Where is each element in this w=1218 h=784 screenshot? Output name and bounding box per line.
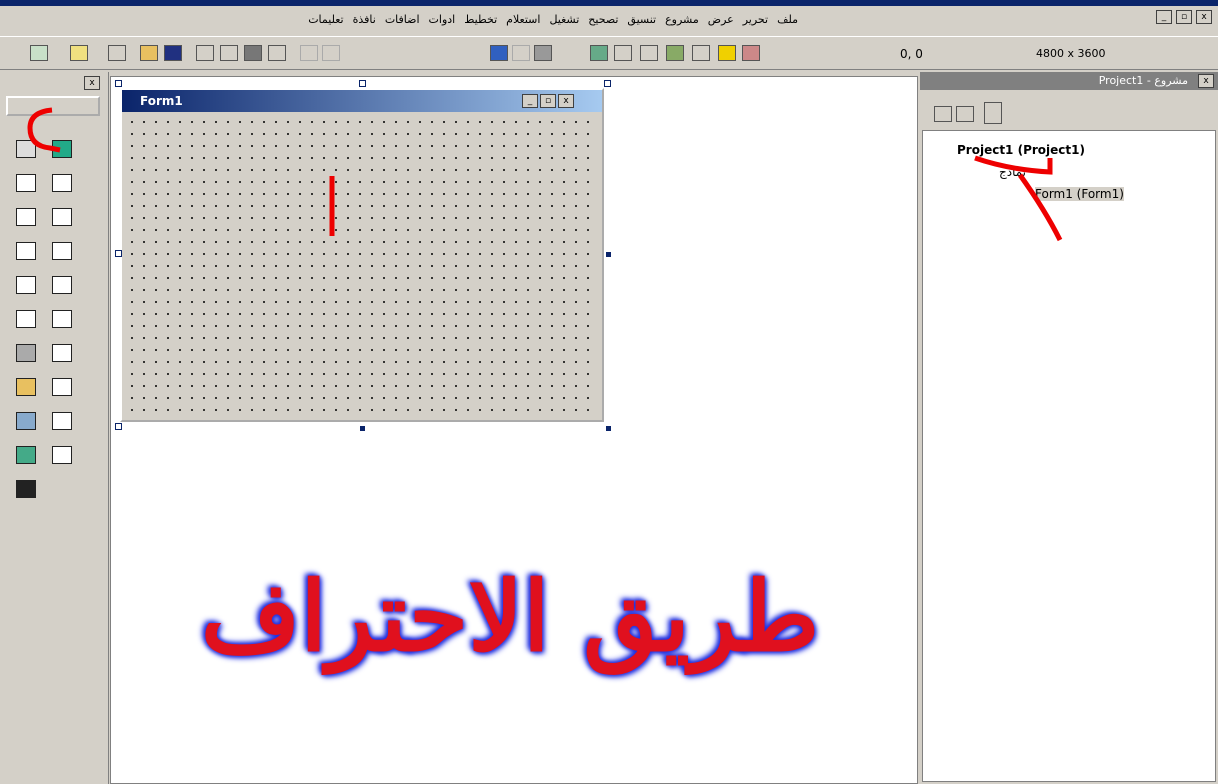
tool-button[interactable] xyxy=(16,310,36,328)
tool-button[interactable] xyxy=(16,446,36,464)
tool-button[interactable] xyxy=(52,276,72,294)
tool-button[interactable] xyxy=(16,344,36,362)
stop[interactable] xyxy=(534,45,552,61)
title-bar xyxy=(0,0,1218,6)
minimize-button[interactable]: _ xyxy=(1156,10,1172,24)
tree-node[interactable]: Project1 (Project1) xyxy=(957,143,1085,157)
handle[interactable] xyxy=(606,252,611,257)
tool-button[interactable] xyxy=(52,344,72,362)
form-layout[interactable] xyxy=(640,45,658,61)
menu-item[interactable]: ادوات xyxy=(428,12,456,26)
tool-button[interactable] xyxy=(52,412,72,430)
project-tree: Project1 (Project1) نماذج Form1 (Form1) xyxy=(922,130,1216,782)
tree-node[interactable]: نماذج xyxy=(999,165,1027,179)
menu-item[interactable]: اضافات xyxy=(384,12,420,26)
menu-item[interactable]: تشغيل xyxy=(549,12,580,26)
menu-item[interactable]: عرض xyxy=(707,12,734,26)
handle[interactable] xyxy=(115,423,122,430)
redo[interactable] xyxy=(322,45,340,61)
tool-button[interactable] xyxy=(16,174,36,192)
tool-button[interactable] xyxy=(16,412,36,430)
component-manager[interactable] xyxy=(742,45,760,61)
tree-node[interactable]: Form1 (Form1) xyxy=(1035,187,1124,201)
menu-editor[interactable] xyxy=(108,45,126,61)
tool-button[interactable] xyxy=(16,480,36,498)
tool-button[interactable] xyxy=(16,276,36,294)
project-close[interactable]: x xyxy=(1198,74,1214,88)
undo[interactable] xyxy=(300,45,318,61)
handle[interactable] xyxy=(604,80,611,87)
menu-item[interactable]: تنسيق xyxy=(627,12,657,26)
close-button[interactable]: x xyxy=(1196,10,1212,24)
general-tab[interactable] xyxy=(6,96,100,116)
menu-item[interactable]: تصحيح xyxy=(588,12,619,26)
cut[interactable] xyxy=(196,45,214,61)
tool-button[interactable] xyxy=(52,310,72,328)
tool-button[interactable] xyxy=(52,446,72,464)
open[interactable] xyxy=(140,45,158,61)
handle[interactable] xyxy=(115,250,122,257)
tool-button[interactable] xyxy=(52,242,72,260)
position-text: 0, 0 xyxy=(900,47,923,61)
form-grid xyxy=(126,116,598,416)
tool-button[interactable] xyxy=(52,140,72,158)
menu-bar: تعليمات نافذة اضافات ادوات تخطيط استعلام تشغيل… xyxy=(0,6,1218,32)
size-text: 4800 x 3600 xyxy=(1036,47,1106,60)
project-title: مشروع - Project1 xyxy=(920,72,1218,90)
menu-item[interactable]: تحرير xyxy=(742,12,769,26)
menu-item[interactable]: مشروع xyxy=(665,12,699,26)
watermark: طريق الاحتراف xyxy=(200,560,820,673)
form-minimize[interactable]: _ xyxy=(522,94,538,108)
project-explorer[interactable] xyxy=(590,45,608,61)
handle[interactable] xyxy=(359,80,366,87)
menu-item[interactable]: نافذة xyxy=(352,12,376,26)
form-title: Form1 xyxy=(122,90,602,112)
tool-button[interactable] xyxy=(52,208,72,226)
save[interactable] xyxy=(164,45,182,61)
toolbox-button[interactable] xyxy=(692,45,710,61)
toolbox-close[interactable]: x xyxy=(84,76,100,90)
handle[interactable] xyxy=(115,80,122,87)
view-object[interactable] xyxy=(956,106,974,122)
menu-item[interactable]: استعلام xyxy=(506,12,541,26)
object-browser[interactable] xyxy=(666,45,684,61)
tool-button[interactable] xyxy=(16,140,36,158)
toolbar: 0, 0 4800 x 3600 xyxy=(0,36,1218,70)
menu-item[interactable]: تعليمات xyxy=(308,12,344,26)
handle[interactable] xyxy=(606,426,611,431)
tool-button[interactable] xyxy=(52,378,72,396)
form-close[interactable]: x xyxy=(558,94,574,108)
pause[interactable] xyxy=(512,45,530,61)
tool-button[interactable] xyxy=(52,174,72,192)
data-view[interactable] xyxy=(718,45,736,61)
project-explorer-window: مشروع - Project1 x Project1 (Project1) ن… xyxy=(920,72,1218,784)
form-maximize[interactable]: ▫ xyxy=(540,94,556,108)
handle[interactable] xyxy=(360,426,365,431)
toolbox: x xyxy=(0,72,109,784)
add-form[interactable] xyxy=(70,45,88,61)
tool-button[interactable] xyxy=(16,208,36,226)
view-code[interactable] xyxy=(934,106,952,122)
toggle-folders[interactable] xyxy=(984,102,1002,124)
find[interactable] xyxy=(268,45,286,61)
menu-item[interactable]: ملف xyxy=(777,12,798,26)
properties[interactable] xyxy=(614,45,632,61)
tool-button[interactable] xyxy=(16,242,36,260)
menu-item[interactable]: تخطيط xyxy=(464,12,498,26)
paste[interactable] xyxy=(244,45,262,61)
copy[interactable] xyxy=(220,45,238,61)
start[interactable] xyxy=(490,45,508,61)
tool-button[interactable] xyxy=(16,378,36,396)
add-project[interactable] xyxy=(30,45,48,61)
form-window: Form1 _ ▫ x xyxy=(120,88,604,422)
restore-button[interactable]: ▫ xyxy=(1176,10,1192,24)
